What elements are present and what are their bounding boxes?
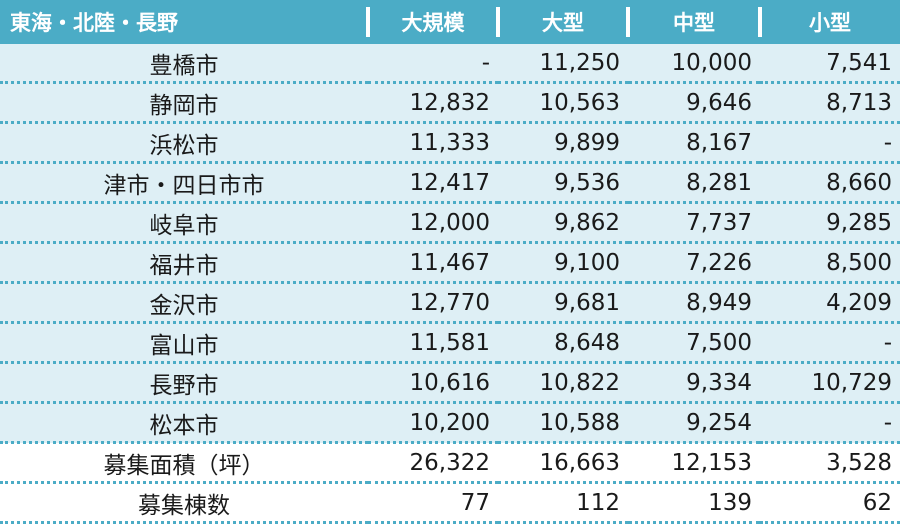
- large-cell: 9,681: [498, 282, 628, 324]
- small-cell: 7,541: [760, 44, 900, 84]
- city-cell: 岐阜市: [0, 202, 368, 244]
- large-scale-cell: 10,616: [368, 362, 498, 404]
- medium-cell: 9,646: [628, 82, 760, 124]
- medium-cell: 8,167: [628, 122, 760, 164]
- medium-cell: 8,949: [628, 282, 760, 324]
- city-cell: 富山市: [0, 322, 368, 364]
- small-cell: 3,528: [760, 442, 900, 484]
- table-row: 松本市 10,200 10,588 9,254 -: [0, 402, 900, 444]
- large-cell: 9,862: [498, 202, 628, 244]
- small-cell: 8,660: [760, 162, 900, 204]
- large-cell: 8,648: [498, 322, 628, 364]
- small-cell: 8,500: [760, 242, 900, 284]
- table-row: 富山市 11,581 8,648 7,500 -: [0, 322, 900, 364]
- medium-header: 中型: [626, 0, 760, 44]
- header-row: 東海・北陸・長野 大規模 大型 中型 小型: [0, 0, 900, 44]
- medium-cell: 7,500: [628, 322, 760, 364]
- table-row: 福井市 11,467 9,100 7,226 8,500: [0, 242, 900, 284]
- large-scale-cell: 11,333: [368, 122, 498, 164]
- large-scale-cell: 11,467: [368, 242, 498, 284]
- large-scale-cell: 11,581: [368, 322, 498, 364]
- large-cell: 10,822: [498, 362, 628, 404]
- medium-cell: 9,334: [628, 362, 760, 404]
- large-cell: 10,588: [498, 402, 628, 444]
- city-cell: 福井市: [0, 242, 368, 284]
- small-header: 小型: [758, 0, 900, 44]
- medium-cell: 139: [628, 482, 760, 524]
- small-cell: 8,713: [760, 82, 900, 124]
- large-header: 大型: [496, 0, 628, 44]
- city-cell: 金沢市: [0, 282, 368, 324]
- large-cell: 112: [498, 482, 628, 524]
- summary-row-area: 募集面積（坪） 26,322 16,663 12,153 3,528: [0, 442, 900, 484]
- large-scale-cell: 77: [368, 482, 498, 524]
- table-row: 津市・四日市市 12,417 9,536 8,281 8,660: [0, 162, 900, 204]
- medium-cell: 9,254: [628, 402, 760, 444]
- small-cell: 4,209: [760, 282, 900, 324]
- table-row: 静岡市 12,832 10,563 9,646 8,713: [0, 82, 900, 124]
- large-scale-cell: 12,000: [368, 202, 498, 244]
- large-cell: 11,250: [498, 44, 628, 84]
- table-row: 金沢市 12,770 9,681 8,949 4,209: [0, 282, 900, 324]
- large-scale-cell: 12,417: [368, 162, 498, 204]
- large-cell: 9,536: [498, 162, 628, 204]
- table-row: 豊橋市 - 11,250 10,000 7,541: [0, 44, 900, 84]
- city-cell: 浜松市: [0, 122, 368, 164]
- city-cell: 松本市: [0, 402, 368, 444]
- large-cell: 16,663: [498, 442, 628, 484]
- small-cell: -: [760, 322, 900, 364]
- large-scale-cell: 12,770: [368, 282, 498, 324]
- small-cell: 62: [760, 482, 900, 524]
- summary-label: 募集面積（坪）: [0, 442, 368, 484]
- city-cell: 長野市: [0, 362, 368, 404]
- large-scale-cell: 26,322: [368, 442, 498, 484]
- small-cell: 10,729: [760, 362, 900, 404]
- table-row: 長野市 10,616 10,822 9,334 10,729: [0, 362, 900, 404]
- small-cell: 9,285: [760, 202, 900, 244]
- medium-cell: 8,281: [628, 162, 760, 204]
- summary-row-count: 募集棟数 77 112 139 62: [0, 482, 900, 524]
- small-cell: -: [760, 402, 900, 444]
- large-cell: 9,100: [498, 242, 628, 284]
- large-scale-header: 大規模: [366, 0, 498, 44]
- table-row: 岐阜市 12,000 9,862 7,737 9,285: [0, 202, 900, 244]
- table-row: 浜松市 11,333 9,899 8,167 -: [0, 122, 900, 164]
- city-cell: 津市・四日市市: [0, 162, 368, 204]
- medium-cell: 7,226: [628, 242, 760, 284]
- medium-cell: 7,737: [628, 202, 760, 244]
- large-cell: 10,563: [498, 82, 628, 124]
- region-header: 東海・北陸・長野: [0, 0, 368, 44]
- summary-label: 募集棟数: [0, 482, 368, 524]
- small-cell: -: [760, 122, 900, 164]
- large-cell: 9,899: [498, 122, 628, 164]
- large-scale-cell: 10,200: [368, 402, 498, 444]
- medium-cell: 10,000: [628, 44, 760, 84]
- large-scale-cell: 12,832: [368, 82, 498, 124]
- medium-cell: 12,153: [628, 442, 760, 484]
- city-cell: 静岡市: [0, 82, 368, 124]
- large-scale-cell: -: [368, 44, 498, 84]
- city-cell: 豊橋市: [0, 44, 368, 84]
